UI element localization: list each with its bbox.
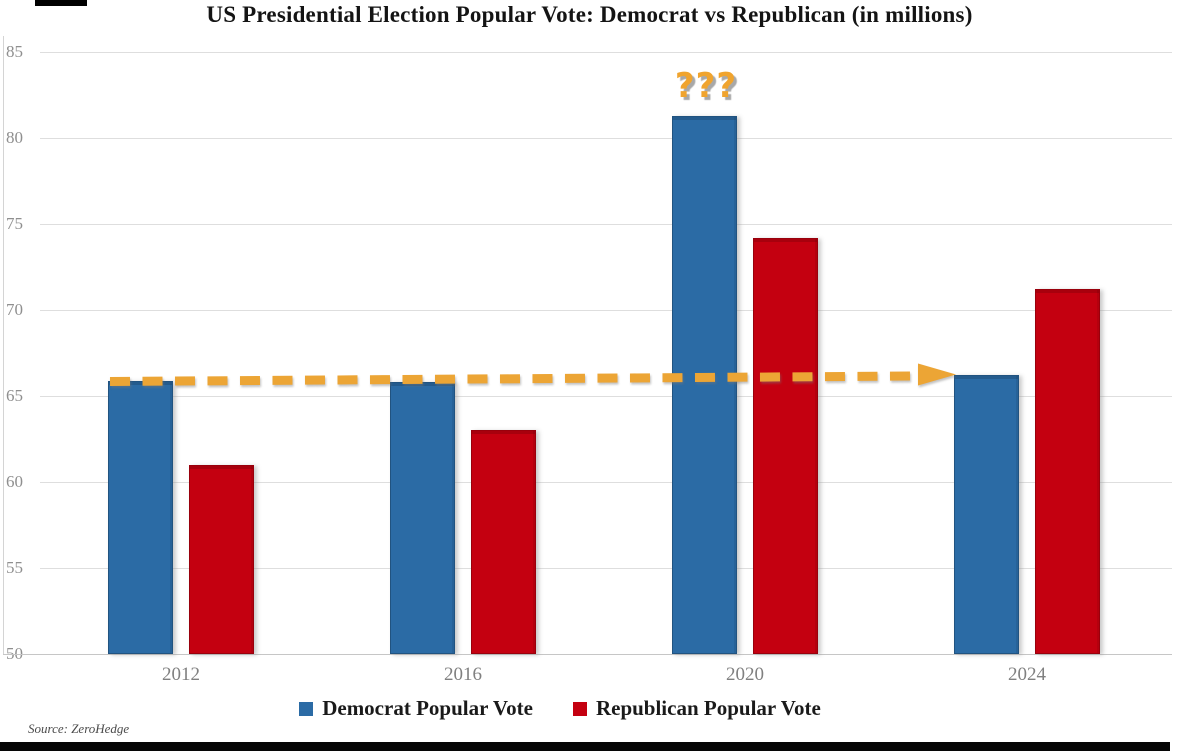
y-tick-label-65: 65 (6, 386, 23, 405)
legend-label-republican: Republican Popular Vote (595, 696, 821, 720)
x-axis-line (3, 654, 1172, 655)
bar-democrat-2024 (954, 375, 1019, 654)
y-axis-spine (3, 36, 4, 654)
x-tick-label-2024: 2024 (1008, 664, 1046, 685)
y-tick-label-75: 75 (6, 214, 23, 233)
question-marks-annotation: ??? (674, 66, 738, 106)
legend-swatch-republican (572, 701, 587, 716)
legend-swatch-democrat (299, 701, 314, 716)
x-tick-label-2012: 2012 (162, 664, 200, 685)
gridline-75 (40, 224, 1172, 225)
bar-republican-2016 (471, 430, 536, 654)
gridline-65 (40, 396, 1172, 397)
source-credit: Source: ZeroHedge (28, 721, 130, 736)
legend-label-democrat: Democrat Popular Vote (322, 696, 533, 720)
legend-item-republican: Republican Popular Vote (572, 696, 821, 721)
y-tick-label-50: 50 (6, 644, 23, 663)
y-tick-label-60: 60 (6, 472, 23, 491)
bar-republican-2012 (189, 464, 254, 654)
bar-republican-2024 (1035, 289, 1100, 654)
gridline-60 (40, 482, 1172, 483)
x-tick-label-2020: 2020 (726, 664, 764, 685)
y-tick-label-85: 85 (6, 42, 23, 61)
gridline-55 (40, 568, 1172, 569)
bar-democrat-2016 (390, 382, 455, 654)
chart-title: US Presidential Election Popular Vote: D… (206, 2, 973, 27)
x-tick-label-2016: 2016 (444, 664, 482, 685)
y-tick-label-80: 80 (6, 128, 23, 147)
bar-republican-2020 (753, 237, 818, 654)
gridline-85 (40, 52, 1172, 53)
bar-democrat-2012 (108, 380, 173, 654)
top-border-fragment (35, 0, 87, 6)
y-tick-label-55: 55 (6, 558, 23, 577)
trend-arrow-head (918, 363, 956, 386)
gridline-80 (40, 138, 1172, 139)
chart-legend: Democrat Popular Vote Republican Popular… (0, 696, 1120, 721)
legend-item-democrat: Democrat Popular Vote (299, 696, 533, 721)
bottom-border-bar (0, 742, 1170, 751)
bar-democrat-2020 (672, 115, 737, 654)
y-tick-label-70: 70 (6, 300, 23, 319)
gridline-70 (40, 310, 1172, 311)
